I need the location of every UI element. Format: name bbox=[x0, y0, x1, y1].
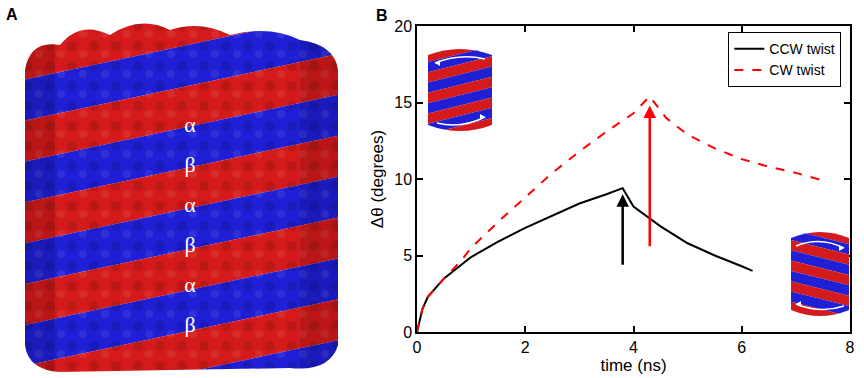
svg-text:0: 0 bbox=[413, 339, 422, 356]
svg-text:α: α bbox=[184, 192, 196, 217]
svg-text:β: β bbox=[184, 232, 195, 257]
svg-text:B: B bbox=[376, 7, 388, 24]
svg-text:α: α bbox=[184, 272, 196, 297]
svg-text:CW twist: CW twist bbox=[769, 62, 824, 78]
svg-text:4: 4 bbox=[629, 339, 638, 356]
svg-text:A: A bbox=[6, 6, 18, 23]
svg-text:Δθ (degrees): Δθ (degrees) bbox=[368, 130, 387, 228]
svg-text:0: 0 bbox=[403, 324, 412, 341]
svg-text:15: 15 bbox=[394, 94, 412, 111]
svg-text:8: 8 bbox=[846, 339, 855, 356]
svg-text:β: β bbox=[184, 312, 195, 337]
svg-text:β: β bbox=[184, 152, 195, 177]
svg-text:6: 6 bbox=[737, 339, 746, 356]
svg-text:20: 20 bbox=[394, 18, 412, 35]
svg-text:α: α bbox=[184, 112, 196, 137]
svg-text:time (ns): time (ns) bbox=[600, 356, 666, 375]
svg-text:10: 10 bbox=[394, 171, 412, 188]
svg-text:2: 2 bbox=[521, 339, 530, 356]
svg-text:CCW twist: CCW twist bbox=[769, 41, 834, 57]
svg-text:5: 5 bbox=[403, 247, 412, 264]
